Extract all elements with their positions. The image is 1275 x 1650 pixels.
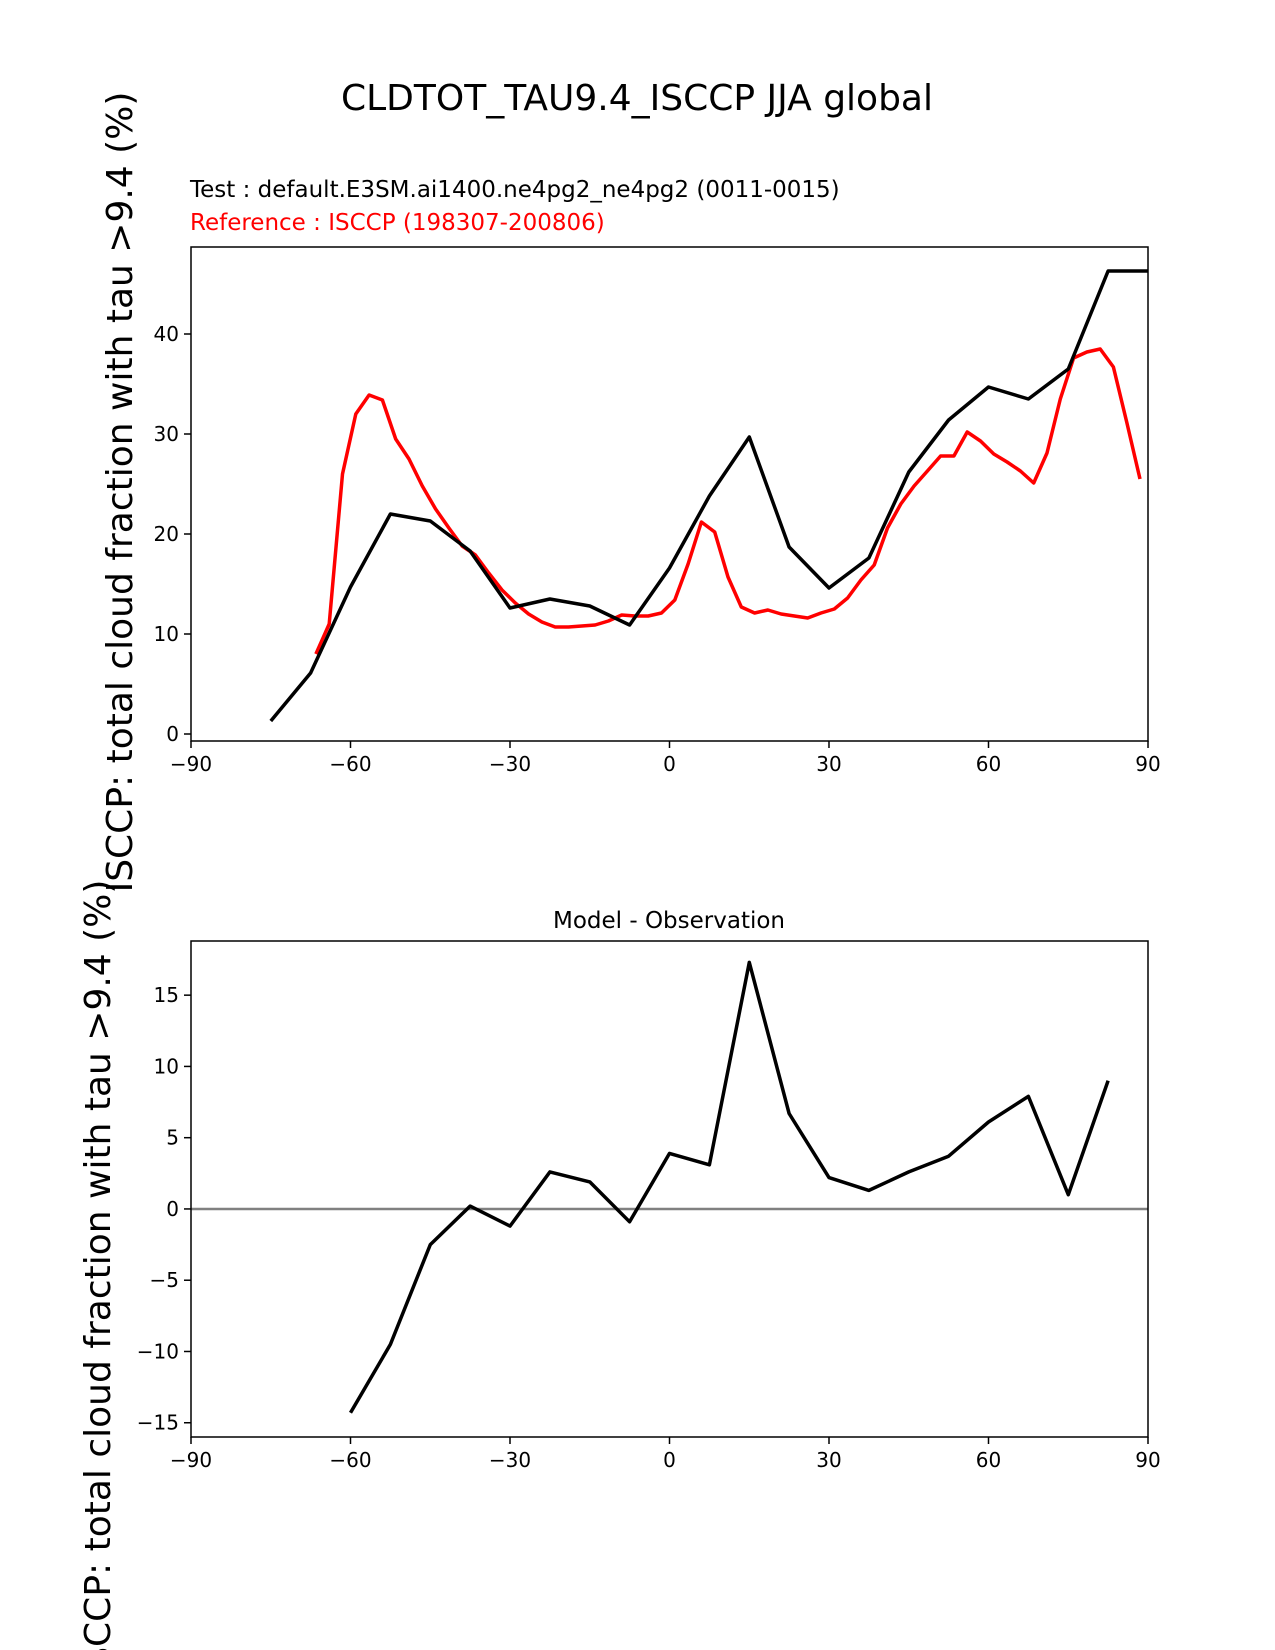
bottom-title: Model - Observation xyxy=(553,908,785,934)
bottom-plot-area: −90 −60 −30 0 30 60 90 −15 −10 −5 0 5 10 15 xyxy=(137,960,1161,1472)
bottom-x-tick-label: −30 xyxy=(489,1448,531,1472)
top-x-tick-label: 30 xyxy=(816,752,841,776)
bottom-y-tick-label: 10 xyxy=(154,1054,179,1078)
bottom-x-tick-label: 60 xyxy=(976,1448,1001,1472)
bottom-y-tick-label: 0 xyxy=(166,1197,179,1221)
top-x-tick-label: 60 xyxy=(976,752,1001,776)
top-axes-frame xyxy=(190,246,1149,742)
bottom-x-tick-label: 30 xyxy=(816,1448,841,1472)
bottom-y-tick-label: 5 xyxy=(166,1126,179,1150)
top-x-tick-label: −30 xyxy=(489,752,531,776)
top-y-tick-label: 30 xyxy=(154,422,179,446)
bottom-y-tick-label: −10 xyxy=(137,1339,179,1363)
top-x-tick-label: 0 xyxy=(663,752,676,776)
top-x-tick-label: 90 xyxy=(1135,752,1160,776)
top-x-tick-label: −60 xyxy=(329,752,371,776)
reference-label: Reference : ISCCP (198307-200806) xyxy=(190,210,605,236)
bottom-y-tick-label: 15 xyxy=(154,983,179,1007)
top-series-reference-line xyxy=(314,347,1142,655)
bottom-x-tick-label: 0 xyxy=(663,1448,676,1472)
top-y-tick-label: 10 xyxy=(154,622,179,646)
bottom-x-tick-label: 90 xyxy=(1135,1448,1160,1472)
test-label: Test : default.E3SM.ai1400.ne4pg2_ne4pg2… xyxy=(189,177,840,203)
bottom-panel: Model - Observation ISCCP: total cloud f… xyxy=(78,880,1161,1650)
bottom-y-tick-label: −15 xyxy=(137,1411,179,1435)
top-y-tick-label: 20 xyxy=(154,522,179,546)
top-x-tick-label: −90 xyxy=(170,752,212,776)
top-panel: Test : default.E3SM.ai1400.ne4pg2_ne4pg2… xyxy=(100,92,1161,893)
top-y-tick-label: 40 xyxy=(154,322,179,346)
top-ylabel: ISCCP: total cloud fraction with tau >9.… xyxy=(100,92,141,893)
bottom-y-tick-label: −5 xyxy=(150,1268,179,1292)
bottom-series-model-observation-line xyxy=(348,960,1110,1414)
figure-title: CLDTOT_TAU9.4_ISCCP JJA global xyxy=(341,78,933,119)
top-plot-area: −90 −60 −30 0 30 60 90 0 10 20 30 40 xyxy=(154,269,1161,776)
bottom-x-tick-label: −60 xyxy=(329,1448,371,1472)
top-series-test-line xyxy=(269,269,1148,723)
bottom-x-tick-label: −90 xyxy=(170,1448,212,1472)
top-y-tick-label: 0 xyxy=(166,722,179,746)
bottom-axes-frame xyxy=(190,940,1149,1438)
bottom-ylabel: ISCCP: total cloud fraction with tau >9.… xyxy=(78,880,119,1650)
